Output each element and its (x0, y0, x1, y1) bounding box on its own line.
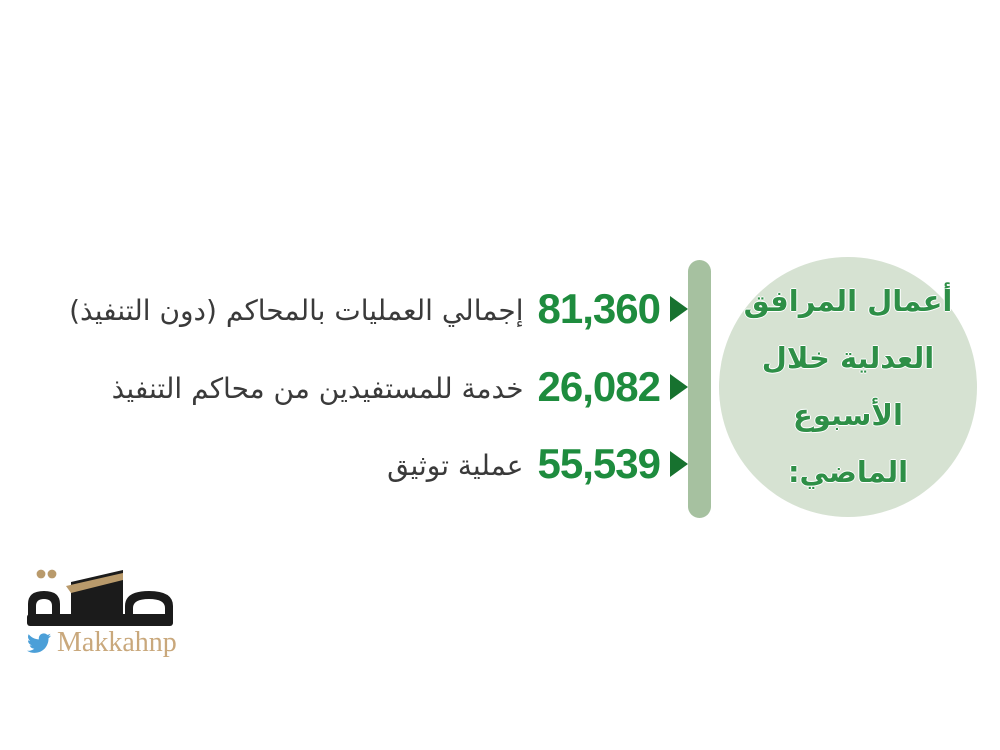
twitter-handle-row[interactable]: Makkahnp (27, 629, 177, 657)
left-arrow-icon (670, 451, 688, 477)
headline-line-1: أعمال المرافق (743, 284, 953, 318)
twitter-bird-icon (27, 633, 51, 653)
stat-label: عملية توثيق (387, 448, 524, 482)
headline-circle: أعمال المرافق العدلية خلال الأسبوع الماض… (719, 257, 977, 517)
left-arrow-icon (670, 296, 688, 322)
stat-row-enforcement-beneficiary-services: 26,082 خدمة للمستفيدين من محاكم التنفيذ (112, 359, 688, 415)
stat-value: 55,539 (537, 440, 661, 487)
stat-value: 81,360 (537, 285, 661, 332)
stat-row-total-court-operations: 81,360 إجمالي العمليات بالمحاكم (دون الت… (69, 281, 688, 337)
vertical-divider-bar (688, 260, 711, 518)
makkah-logo-icon (27, 569, 173, 626)
headline-line-2: العدلية خلال (761, 341, 935, 375)
makkah-newspaper-logo (25, 563, 185, 634)
stat-label: خدمة للمستفيدين من محاكم التنفيذ (111, 371, 524, 405)
left-arrow-icon (670, 374, 688, 400)
headline-line-4: الماضي: (787, 455, 909, 489)
twitter-handle-text[interactable]: Makkahnp (57, 627, 177, 658)
stat-row-notarization-operations: 55,539 عملية توثيق (387, 436, 688, 492)
headline-line-3: الأسبوع (793, 398, 903, 432)
stat-value: 26,082 (537, 363, 661, 410)
stat-label: إجمالي العمليات بالمحاكم (دون التنفيذ) (69, 293, 524, 327)
